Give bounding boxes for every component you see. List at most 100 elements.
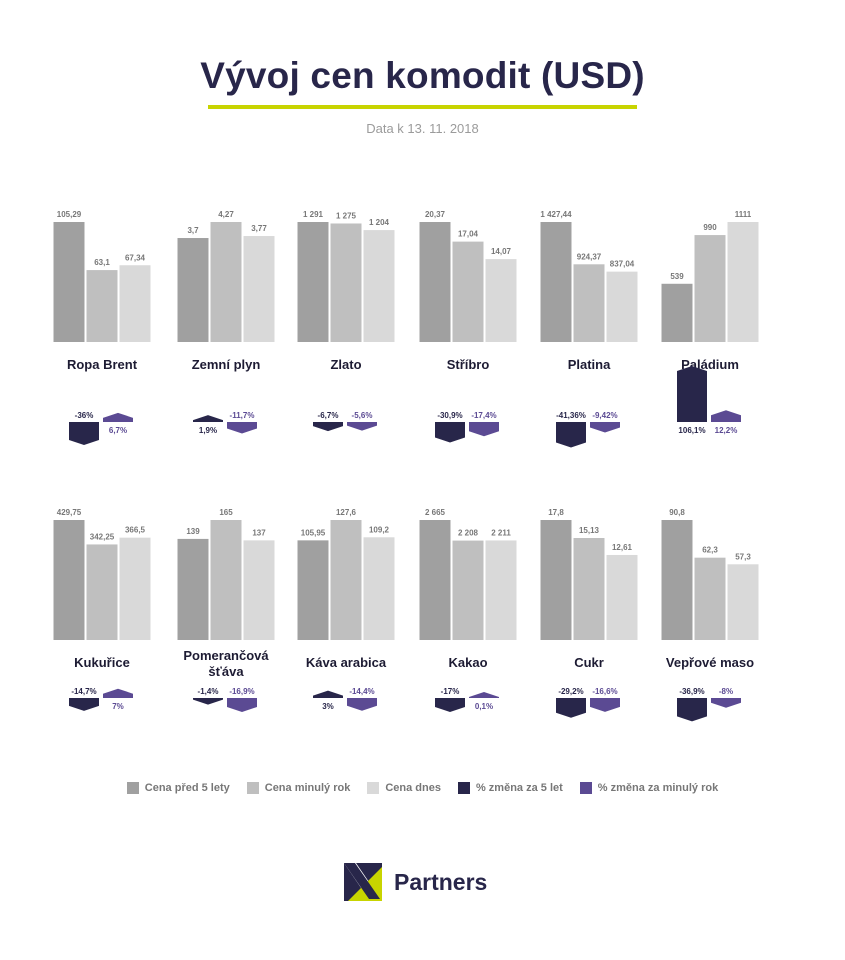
bar xyxy=(694,235,726,342)
change-marker xyxy=(103,688,133,698)
legend-swatch xyxy=(367,782,380,794)
change-label: -16,6% xyxy=(592,687,617,696)
bar xyxy=(661,283,693,342)
bar xyxy=(330,223,362,342)
change-marker xyxy=(677,698,707,722)
bar-value-label: 366,5 xyxy=(125,526,146,535)
bar xyxy=(694,557,726,640)
change-label: 106,1% xyxy=(678,426,705,435)
change-label: 0,1% xyxy=(475,702,493,711)
change-marker xyxy=(193,415,223,422)
change-label: 1,9% xyxy=(199,426,217,435)
change-label: -41,36% xyxy=(556,411,586,420)
change-label: -36% xyxy=(75,411,94,420)
commodity-name: Kakao xyxy=(448,655,487,670)
bar xyxy=(53,520,85,640)
legend-item: Cena dnes xyxy=(367,782,441,794)
commodity-name: Vepřové maso xyxy=(666,655,754,670)
change-marker xyxy=(590,698,620,712)
change-label: -1,4% xyxy=(198,687,219,696)
bar xyxy=(485,259,517,342)
legend-label: % změna za minulý rok xyxy=(597,782,719,794)
logo-text: Partners xyxy=(394,868,488,895)
change-marker xyxy=(193,698,223,705)
legend-label: % změna za 5 let xyxy=(475,782,563,794)
bar-value-label: 139 xyxy=(186,527,200,536)
bar xyxy=(606,554,638,640)
bar xyxy=(727,222,759,342)
change-marker xyxy=(435,422,465,443)
bar xyxy=(53,222,85,342)
bar-value-label: 57,3 xyxy=(735,552,751,561)
legend-item: Cena před 5 lety xyxy=(126,782,230,794)
legend-item: % změna za 5 let xyxy=(457,782,563,794)
bar-value-label: 105,95 xyxy=(301,528,326,537)
change-marker xyxy=(227,698,257,712)
bar-value-label: 1 275 xyxy=(336,211,357,220)
bar-value-label: 3,7 xyxy=(187,226,199,235)
bar xyxy=(727,564,759,640)
title-underline xyxy=(208,105,637,109)
change-marker xyxy=(347,422,377,431)
bar xyxy=(243,236,275,342)
legend-label: Cena dnes xyxy=(385,782,441,794)
change-marker xyxy=(69,698,99,711)
bar-value-label: 990 xyxy=(703,223,717,232)
change-marker xyxy=(313,690,343,698)
bar-value-label: 837,04 xyxy=(610,260,635,269)
legend-swatch xyxy=(126,782,139,794)
bar-value-label: 539 xyxy=(670,272,684,281)
bar xyxy=(452,540,484,640)
change-marker xyxy=(556,422,586,448)
change-label: -14,4% xyxy=(349,687,374,696)
bar xyxy=(297,540,329,640)
legend-label: Cena minulý rok xyxy=(264,782,351,794)
chart-title: Vývoj cen komodit (USD) xyxy=(200,55,645,96)
change-label: -29,2% xyxy=(558,687,583,696)
change-marker xyxy=(435,698,465,713)
bar xyxy=(119,537,151,640)
bar-value-label: 1 427,44 xyxy=(540,210,572,219)
change-marker xyxy=(469,691,499,698)
change-label: -5,6% xyxy=(352,411,373,420)
bar-value-label: 105,29 xyxy=(57,210,82,219)
bar xyxy=(452,241,484,342)
bar-value-label: 342,25 xyxy=(90,532,115,541)
bar-value-label: 17,8 xyxy=(548,508,564,517)
bar xyxy=(363,537,395,640)
bar-value-label: 429,75 xyxy=(57,508,82,517)
bar-value-label: 2 208 xyxy=(458,529,479,538)
bar-value-label: 63,1 xyxy=(94,258,110,267)
bar-value-label: 2 665 xyxy=(425,508,446,517)
change-label: -36,9% xyxy=(679,687,704,696)
change-label: -16,9% xyxy=(229,687,254,696)
change-label: -11,7% xyxy=(230,411,255,420)
change-label: -17,4% xyxy=(471,411,496,420)
commodity-name: Pomerančová šťáva xyxy=(183,648,269,679)
bar-value-label: 14,07 xyxy=(491,247,512,256)
partners-logo: Partners xyxy=(344,863,487,901)
change-marker xyxy=(556,698,586,718)
bar xyxy=(177,238,209,342)
bar-value-label: 165 xyxy=(219,508,233,517)
bar xyxy=(573,538,605,640)
bar-value-label: 127,6 xyxy=(336,508,357,517)
change-label: -6,7% xyxy=(318,411,339,420)
commodity-name: Stříbro xyxy=(447,357,490,372)
bar xyxy=(606,271,638,342)
change-marker xyxy=(347,698,377,711)
legend-item: % změna za minulý rok xyxy=(579,782,719,794)
change-label: -30,9% xyxy=(437,411,462,420)
bar xyxy=(86,544,118,640)
change-label: -9,42% xyxy=(592,411,617,420)
change-label: 7% xyxy=(112,702,124,711)
bar-value-label: 62,3 xyxy=(702,546,718,555)
bar-value-label: 15,13 xyxy=(579,526,600,535)
change-label: -14,7% xyxy=(71,687,96,696)
bar-value-label: 2 211 xyxy=(491,528,511,537)
bar-value-label: 924,37 xyxy=(577,252,602,261)
bar xyxy=(573,264,605,342)
bar-value-label: 1 204 xyxy=(369,218,390,227)
change-marker xyxy=(711,410,741,422)
